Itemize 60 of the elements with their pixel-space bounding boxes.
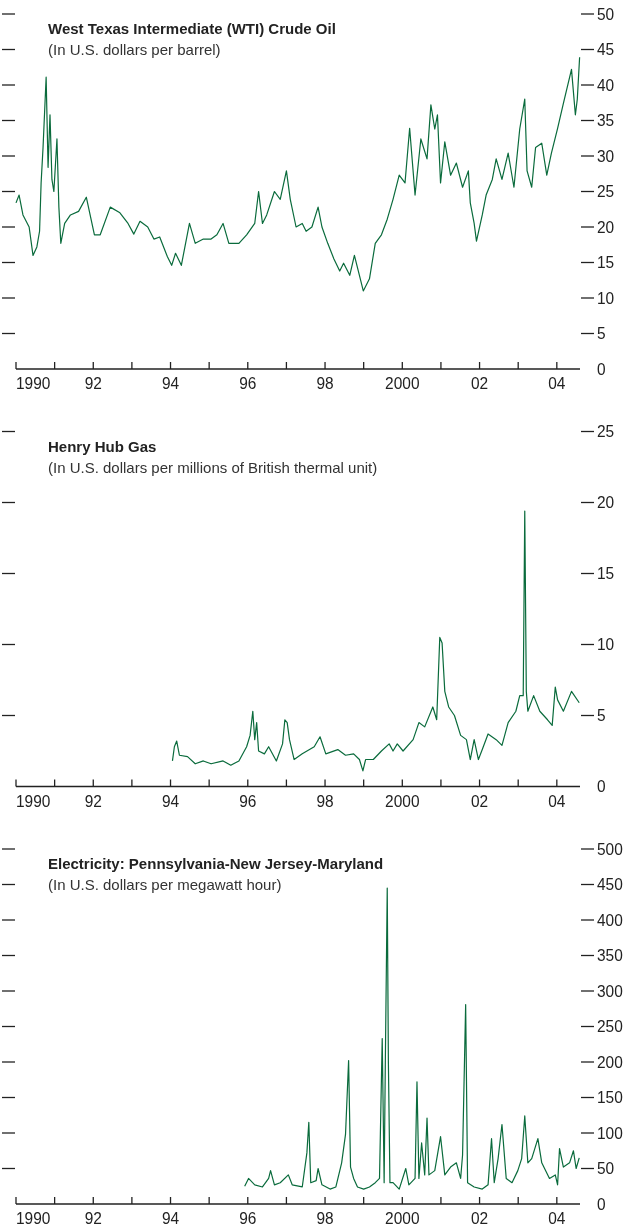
x-tick-label: 1990 bbox=[16, 1209, 54, 1224]
x-tick-label: 94 bbox=[161, 1209, 181, 1224]
y-tick-label: 40 bbox=[597, 75, 616, 95]
text: (In U.S. dollars per barrel) bbox=[48, 41, 221, 58]
y-tick-label: 15 bbox=[597, 564, 616, 584]
x-tick-label: 98 bbox=[316, 374, 336, 393]
line-series bbox=[171, 510, 580, 772]
x-tick-label: 04 bbox=[548, 1209, 568, 1224]
x-tick-label: 94 bbox=[161, 374, 181, 393]
y-tick-label: 250 bbox=[597, 1017, 625, 1037]
y-tick-label: 20 bbox=[597, 217, 616, 237]
y-tick-label: 20 bbox=[597, 493, 616, 513]
x-tick-label: 02 bbox=[470, 791, 490, 811]
y-tick-label: 35 bbox=[597, 111, 616, 131]
y-tick-label: 10 bbox=[597, 635, 616, 655]
y-tick-label: 25 bbox=[597, 182, 616, 202]
x-tick-label: 04 bbox=[548, 374, 568, 393]
y-tick-label: 5 bbox=[597, 324, 607, 344]
y-tick-label: 450 bbox=[597, 875, 625, 895]
chart-title: Henry Hub Gas bbox=[48, 437, 157, 455]
y-tick-label: 0 bbox=[597, 777, 607, 797]
y-tick-label: 50 bbox=[597, 4, 616, 24]
y-tick-label: 300 bbox=[597, 981, 625, 1001]
y-tick-label: 100 bbox=[597, 1123, 625, 1143]
x-tick-label: 02 bbox=[470, 1209, 490, 1224]
x-tick-label: 98 bbox=[316, 1209, 336, 1224]
x-tick-label: 92 bbox=[84, 1209, 104, 1224]
y-tick-label: 10 bbox=[597, 288, 616, 308]
x-tick-label: 96 bbox=[239, 1209, 259, 1224]
y-tick-label: 150 bbox=[597, 1088, 625, 1108]
x-tick-label: 98 bbox=[316, 791, 336, 811]
x-tick-label: 96 bbox=[239, 374, 259, 393]
x-tick-label: 92 bbox=[84, 374, 104, 393]
x-tick-label: 2000 bbox=[385, 1209, 423, 1224]
y-tick-label: 0 bbox=[597, 1194, 607, 1214]
x-tick-label: 92 bbox=[84, 791, 104, 811]
y-tick-label: 5 bbox=[597, 706, 607, 726]
y-tick-label: 200 bbox=[597, 1052, 625, 1072]
chart-title: Electricity: Pennsylvania-New Jersey-Maryland bbox=[48, 855, 384, 872]
x-tick-label: 1990 bbox=[16, 791, 54, 811]
x-tick-label: 2000 bbox=[385, 374, 423, 393]
y-tick-label: 350 bbox=[597, 946, 625, 966]
y-tick-label: 30 bbox=[597, 146, 616, 166]
y-tick-label: 45 bbox=[597, 40, 616, 60]
y-tick-label: 25 bbox=[597, 422, 616, 442]
x-tick-label: 04 bbox=[548, 791, 568, 811]
y-tick-label: 500 bbox=[597, 839, 625, 859]
x-tick-label: 94 bbox=[161, 791, 181, 811]
text: (In U.S. dollars per millions of British thermal unit) bbox=[48, 458, 378, 476]
y-tick-label: 50 bbox=[597, 1159, 616, 1179]
x-tick-label: 02 bbox=[470, 374, 490, 393]
line-series bbox=[15, 56, 581, 292]
x-tick-label: 1990 bbox=[16, 374, 54, 393]
y-tick-label: 0 bbox=[597, 359, 607, 379]
chart-title: West Texas Intermediate (WTI) Crude Oil bbox=[48, 20, 336, 37]
x-tick-label: 96 bbox=[239, 791, 259, 811]
text: (In U.S. dollars per megawatt hour) bbox=[48, 876, 282, 893]
y-tick-label: 15 bbox=[597, 253, 616, 273]
y-tick-label: 400 bbox=[597, 910, 625, 930]
x-tick-label: 2000 bbox=[385, 791, 423, 811]
